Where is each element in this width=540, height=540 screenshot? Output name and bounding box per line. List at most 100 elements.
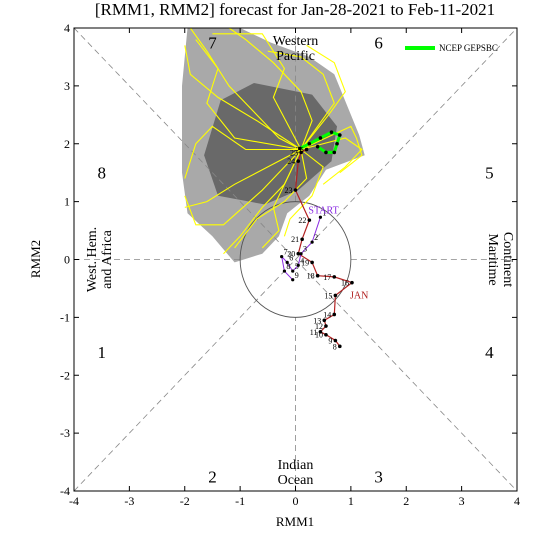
ensemble-member-5	[184, 149, 302, 208]
region-right-line-2: Continent	[500, 232, 515, 287]
ensemble-mean-point-8	[324, 150, 328, 155]
observed-point-8	[338, 344, 342, 349]
region-left-line-1: West. Hem.	[85, 227, 100, 292]
observed-point-18	[315, 273, 320, 278]
ensemble-mean-point-6	[335, 141, 339, 146]
chart-title: [RMM1, RMM2] forecast for Jan-28-2021 to…	[95, 0, 495, 19]
x-tick-label-2: 2	[403, 494, 409, 508]
x-axis-label: RMM1	[276, 514, 314, 529]
ensemble-member-16	[234, 149, 308, 249]
phase-label-2: 2	[208, 468, 217, 487]
forecast-point-1	[318, 215, 323, 219]
ensemble-mean-line	[298, 130, 342, 155]
observed-day-label-8: 8	[333, 342, 337, 351]
y-tick-label--2: -2	[60, 368, 70, 382]
forecast-day-label-9: 9	[295, 271, 299, 280]
forecast-point-7	[280, 255, 284, 259]
observed-point-22	[307, 218, 312, 222]
observed-day-label-9: 9	[328, 337, 332, 346]
observed-point-11	[318, 330, 323, 334]
forecast-point-6	[285, 260, 289, 264]
ensemble-mean-point-1	[298, 146, 302, 151]
legend-label-ncep-gepsbc: NCEP GEPSBC	[439, 43, 498, 53]
forecast-point-3	[299, 252, 303, 256]
observed-day-label-23: 23	[285, 186, 293, 195]
ensemble-member-7	[184, 45, 302, 150]
ensemble-member-1	[189, 27, 302, 150]
legend: NCEP GEPSBC	[405, 43, 498, 53]
y-tick-label--3: -3	[60, 426, 70, 440]
observed-day-label-11: 11	[310, 328, 318, 337]
observed-point-19	[310, 260, 314, 265]
unit-circle	[239, 201, 352, 318]
region-top-line-2: Pacific	[276, 49, 315, 64]
observed-point-23	[293, 188, 298, 192]
x-tick-label-3: 3	[459, 494, 465, 508]
y-tick-label-4: 4	[64, 21, 70, 35]
observed-day-label-21: 21	[291, 235, 299, 244]
phase-guides	[73, 27, 518, 492]
x-tick-label--2: -2	[180, 494, 190, 508]
observed-point-25	[299, 150, 303, 155]
ensemble-member-15	[195, 39, 302, 151]
ensemble-member-9	[283, 149, 324, 237]
y-tick-label-1: 1	[64, 195, 70, 209]
month-annotation: JAN	[350, 291, 368, 302]
ensemble-mean-point-7	[332, 150, 337, 155]
phase-label-5: 5	[485, 164, 494, 183]
x-tick-label--3: -3	[124, 494, 134, 508]
x-tick-label-1: 1	[348, 494, 354, 508]
forecast-day-label-6: 6	[289, 253, 293, 262]
y-axis-label: RMM2	[28, 240, 43, 278]
forecast-day-label-3: 3	[303, 245, 307, 254]
region-right-line-1: Maritime	[485, 233, 500, 285]
observed-point-16	[350, 280, 354, 285]
diagonal-guide-2	[73, 27, 518, 492]
observed-point-13	[322, 318, 327, 323]
x-tick-label-0: 0	[293, 494, 299, 508]
observed-point-20	[296, 251, 301, 256]
forecast-point-8	[282, 269, 287, 273]
forecast-day-label-7: 7	[284, 248, 288, 257]
observed-point-15	[333, 293, 338, 298]
forecast-day-label-4: 4	[300, 256, 304, 265]
plot-labels: 8910111213141516171819202122232425261234…	[85, 33, 515, 488]
ensemble-members	[184, 27, 363, 255]
forecast-point-9	[291, 278, 295, 282]
forecast-point-4	[296, 263, 300, 267]
observed-point-10	[324, 332, 328, 337]
region-left-line-2: and Africa	[100, 229, 115, 288]
observed-point-26	[304, 147, 309, 152]
observed-day-label-22: 22	[298, 216, 306, 225]
x-tick-label--4: -4	[69, 494, 79, 508]
forecast-trajectory	[280, 215, 323, 282]
observed-day-label-20: 20	[287, 250, 295, 259]
x-tick-label--1: -1	[235, 494, 245, 508]
plot-area: 8910111213141516171819202122232425261234…	[73, 27, 518, 492]
observed-day-label-26: 26	[296, 146, 304, 155]
region-top-line-1: Western	[273, 34, 319, 49]
observed-point-24	[296, 159, 301, 163]
x-tick-label-4: 4	[514, 494, 520, 508]
ensemble-member-8	[261, 149, 302, 249]
observed-day-label-12: 12	[315, 322, 323, 331]
ensemble-member-2	[228, 27, 313, 150]
phase-label-4: 4	[485, 343, 494, 362]
forecast-point-5	[291, 269, 295, 273]
observed-day-label-13: 13	[313, 316, 321, 325]
ensemble-mean-point-5	[338, 133, 342, 137]
observed-day-label-17: 17	[323, 273, 331, 282]
observed-day-label-15: 15	[324, 291, 332, 300]
phase-label-3: 3	[374, 468, 383, 487]
ensemble-member-10	[184, 125, 301, 179]
observed-day-label-16: 16	[341, 279, 349, 288]
forecast-day-label-1: 1	[322, 208, 326, 217]
ensemble-member-14	[184, 149, 302, 226]
phase-label-7: 7	[208, 33, 217, 52]
phase-label-8: 8	[97, 164, 106, 183]
region-bottom-line-2: Ocean	[278, 473, 314, 488]
ensemble-mean-point-2	[307, 141, 312, 146]
forecast-point-2	[310, 240, 314, 244]
observed-day-label-25: 25	[290, 148, 298, 157]
